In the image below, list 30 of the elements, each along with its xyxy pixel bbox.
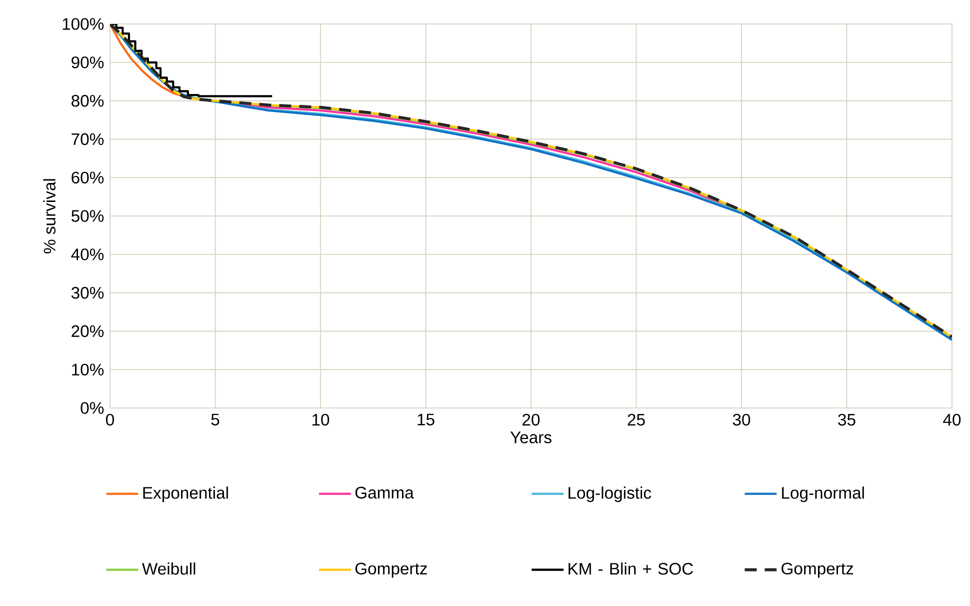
- legend-label: Weibull: [142, 562, 196, 575]
- legend-label: Gompertz: [782, 562, 854, 578]
- x-tick-label: 35: [838, 414, 856, 426]
- y-tick-label: 0%: [80, 402, 104, 414]
- x-tick-label: 5: [211, 414, 220, 426]
- legend-label: Log-normal: [782, 486, 864, 502]
- y-tick-label: 90%: [72, 56, 104, 68]
- y-tick-label: 80%: [72, 94, 104, 107]
- legend-label: Gamma: [355, 486, 414, 499]
- x-tick-label: 40: [943, 414, 961, 426]
- y-tick-label: 20%: [72, 325, 104, 338]
- x-tick-label: 10: [312, 414, 330, 426]
- legend-label: Gompertz: [355, 562, 427, 578]
- legend-label: KM - Blin + SOC: [568, 562, 694, 575]
- x-tick-label: 30: [732, 414, 750, 426]
- x-axis-title: Years: [510, 432, 552, 444]
- y-tick-label: 40%: [71, 248, 104, 260]
- y-tick-label: 10%: [72, 364, 104, 376]
- y-tick-label: 70%: [72, 133, 104, 146]
- x-tick-label: 15: [418, 414, 434, 426]
- legend-label: Exponential: [143, 486, 228, 502]
- x-tick-label: 0: [106, 414, 114, 426]
- y-tick-label: 60%: [72, 172, 104, 184]
- y-axis-title: % survival: [43, 179, 56, 254]
- legend-label: Log-logistic: [568, 486, 652, 502]
- x-tick-label: 25: [628, 414, 645, 426]
- x-tick-label: 20: [522, 414, 540, 426]
- y-tick-label: 100%: [62, 18, 104, 30]
- y-tick-label: 50%: [72, 210, 104, 222]
- y-tick-label: 30%: [71, 286, 104, 299]
